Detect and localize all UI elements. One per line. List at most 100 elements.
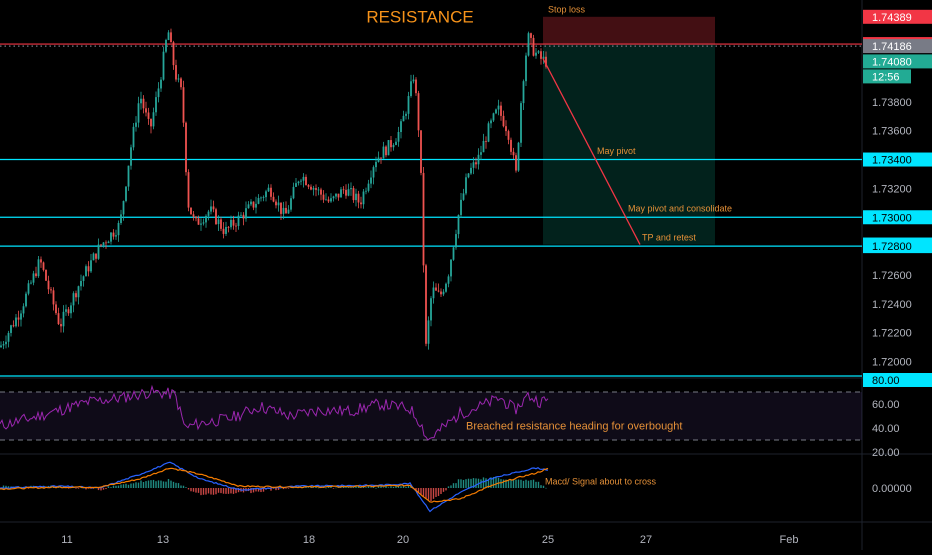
macd-bar [237, 488, 240, 493]
price-tick-label: 1.73600 [872, 126, 912, 138]
candle-body [57, 313, 60, 325]
macd-bar [257, 488, 260, 492]
signal-line[interactable] [0, 467, 549, 503]
macd-bar [505, 479, 507, 488]
candle-body [327, 199, 330, 202]
candle-body [105, 242, 107, 244]
macd-bar [137, 482, 140, 488]
macd-bar [105, 488, 107, 490]
price-tick-label: 1.74080 [872, 56, 912, 68]
price-tick-label: 1.72600 [872, 270, 912, 282]
rsi-line[interactable] [0, 384, 549, 441]
macd-bar [435, 488, 437, 497]
candle-body [212, 206, 215, 210]
candle-body [460, 199, 462, 215]
macd-bar [75, 488, 77, 489]
candle-body [200, 223, 202, 225]
macd-bar [150, 480, 152, 488]
candle-body [355, 193, 357, 201]
macd-bar [110, 487, 112, 488]
rsi-annotation: Breached resistance heading for overboug… [466, 421, 682, 433]
candle-body [187, 172, 190, 208]
candle-body [332, 196, 335, 199]
candle-body [55, 304, 57, 314]
candle-body [372, 167, 375, 178]
macd-bar [170, 480, 172, 488]
macd-bar [122, 484, 125, 488]
macd-bar [370, 487, 372, 488]
macd-bar [115, 485, 117, 488]
candle-body [347, 189, 350, 196]
macd-bar [450, 485, 452, 488]
macd-bar [252, 488, 255, 493]
macd-bar [457, 479, 460, 488]
candle-body [330, 198, 332, 202]
candle-body [2, 344, 5, 346]
candle-body [400, 121, 402, 133]
macd-bar [220, 488, 222, 494]
candle-body [15, 317, 17, 327]
candle-body [310, 186, 312, 190]
candle-body [520, 103, 522, 143]
macd-bar [177, 483, 180, 488]
macd-bar [427, 488, 430, 500]
candle-body [432, 287, 435, 299]
candle-body [495, 109, 497, 114]
candle-body [120, 214, 122, 223]
candle-body [247, 204, 250, 209]
price-tick-label: 1.72200 [872, 328, 912, 340]
macd-bar [127, 484, 130, 488]
candle-body [122, 201, 125, 215]
candle-body [337, 193, 340, 198]
candle-body [540, 51, 542, 59]
candle-body [465, 177, 467, 194]
candle-body [507, 131, 510, 140]
macd-bar [495, 477, 497, 488]
candle-body [377, 157, 380, 162]
projection-line[interactable] [542, 58, 641, 245]
candle-body [305, 176, 307, 186]
candle-body [65, 309, 67, 312]
macd-bar [202, 488, 205, 495]
candle-body [387, 140, 390, 156]
candle-body [502, 115, 505, 127]
candle-body [150, 118, 152, 127]
candle-body [90, 260, 92, 272]
rsi-tick-label: 20.00 [872, 447, 900, 459]
macd-bar [317, 487, 320, 489]
macd-bar [87, 488, 90, 489]
price-tag [863, 39, 932, 54]
macd-bar [90, 488, 92, 489]
macd-bar [327, 486, 330, 488]
candlestick-series [0, 28, 547, 350]
candle-body [170, 32, 172, 43]
macd-bar [350, 487, 352, 489]
macd-bar [157, 480, 160, 488]
candle-body [340, 189, 342, 198]
macd-bar [417, 488, 420, 494]
candle-body [515, 155, 517, 171]
candle-body [482, 140, 485, 153]
candle-body [102, 242, 105, 246]
macd-bar [135, 482, 137, 488]
countdown-tag [863, 69, 911, 84]
macd-bar [205, 488, 207, 495]
macd-bar [275, 488, 277, 491]
candle-body [505, 126, 507, 132]
macd-bar [382, 487, 385, 488]
macd-bar [197, 488, 200, 493]
macd-bar [185, 487, 187, 488]
candle-body [362, 191, 365, 205]
macd-bar [525, 479, 527, 488]
macd-bar [480, 479, 482, 488]
candle-body [275, 201, 277, 206]
candle-body [405, 113, 407, 116]
candle-body [430, 298, 432, 321]
candle-body [320, 189, 322, 195]
take-profit-zone[interactable] [543, 44, 715, 245]
macd-bar [225, 488, 227, 494]
stop-loss-zone[interactable] [543, 16, 715, 45]
macd-bar [180, 485, 182, 488]
